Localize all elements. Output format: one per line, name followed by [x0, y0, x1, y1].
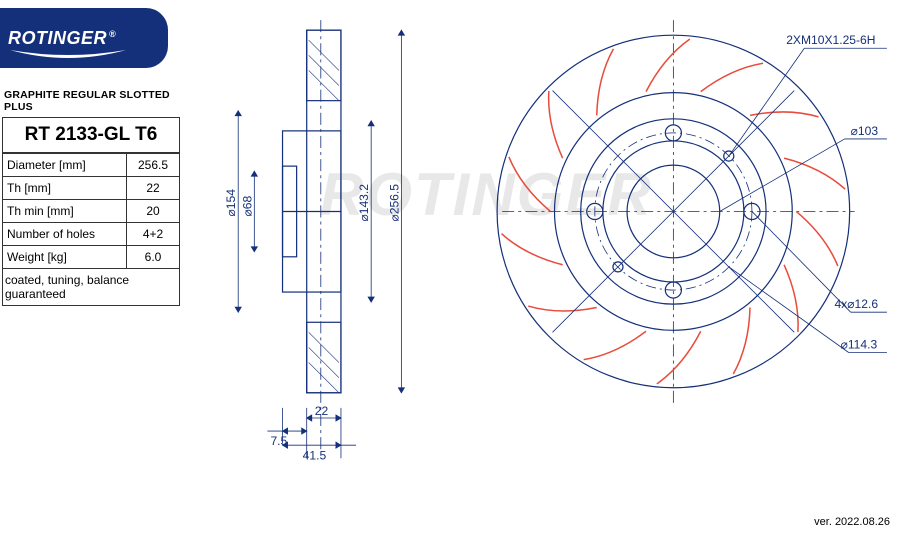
spec-label: Number of holes [3, 223, 127, 246]
spec-label: Diameter [mm] [3, 154, 127, 177]
callout-thread: 2XM10X1.25-6H [786, 33, 875, 47]
spec-value: 6.0 [127, 246, 180, 269]
callout-pcd: ⌀114.3 [841, 337, 878, 351]
slot [502, 234, 563, 265]
slot [584, 331, 646, 359]
dim-d154: ⌀154 [224, 189, 238, 217]
dim-d256: ⌀256.5 [387, 184, 401, 222]
version-label: ver. 2022.08.26 [814, 516, 890, 528]
spec-value: 22 [127, 177, 180, 200]
spec-value: 20 [127, 200, 180, 223]
dim-d143: ⌀143.2 [357, 184, 371, 222]
brand-name: ROTINGER® [8, 28, 116, 49]
slot [733, 308, 750, 374]
callout-holes: 4x⌀12.6 [835, 297, 879, 311]
slot [597, 49, 614, 115]
table-row: Number of holes4+2 [3, 223, 180, 246]
table-row: Diameter [mm]256.5 [3, 154, 180, 177]
slot [784, 265, 798, 332]
dim-hat: 22 [315, 404, 329, 418]
product-category: GRAPHITE REGULAR SLOTTED PLUS [2, 85, 180, 117]
dim-offset: 7.5 [270, 434, 287, 448]
slot [657, 331, 701, 384]
spec-table: Diameter [mm]256.5 Th [mm]22 Th min [mm]… [2, 153, 180, 269]
spec-value: 256.5 [127, 154, 180, 177]
slot [646, 39, 690, 92]
dim-flange: 41.5 [303, 448, 327, 462]
brand-logo: ROTINGER® [0, 8, 168, 68]
dim-d68: ⌀68 [240, 196, 254, 217]
slot [784, 158, 845, 189]
spec-label: Weight [kg] [3, 246, 127, 269]
spec-label: Th min [mm] [3, 200, 127, 223]
table-row: Weight [kg]6.0 [3, 246, 180, 269]
front-view: 2XM10X1.25-6H ⌀103 4x⌀12.6 ⌀114.3 [497, 33, 887, 387]
side-view: 7.5 22 41.5 ⌀154 ⌀68 ⌀143.2 ⌀256.5 [224, 30, 404, 462]
table-row: Th [mm]22 [3, 177, 180, 200]
table-row: Th min [mm]20 [3, 200, 180, 223]
slot [549, 91, 563, 158]
registered-icon: ® [109, 29, 116, 39]
spec-note: coated, tuning, balance guaranteed [2, 269, 180, 306]
slot [528, 306, 597, 311]
part-number: RT 2133-GL T6 [2, 117, 180, 153]
slot [750, 112, 819, 117]
spec-panel: GRAPHITE REGULAR SLOTTED PLUS RT 2133-GL… [2, 85, 180, 306]
spec-value: 4+2 [127, 223, 180, 246]
slot [509, 157, 551, 212]
technical-drawing: 7.5 22 41.5 ⌀154 ⌀68 ⌀143.2 ⌀256.5 [210, 10, 895, 504]
slot [796, 211, 838, 266]
slot [701, 63, 763, 91]
brand-text: ROTINGER [8, 28, 107, 48]
spec-label: Th [mm] [3, 177, 127, 200]
logo-swoosh [8, 48, 128, 62]
callout-hub: ⌀103 [851, 124, 879, 138]
